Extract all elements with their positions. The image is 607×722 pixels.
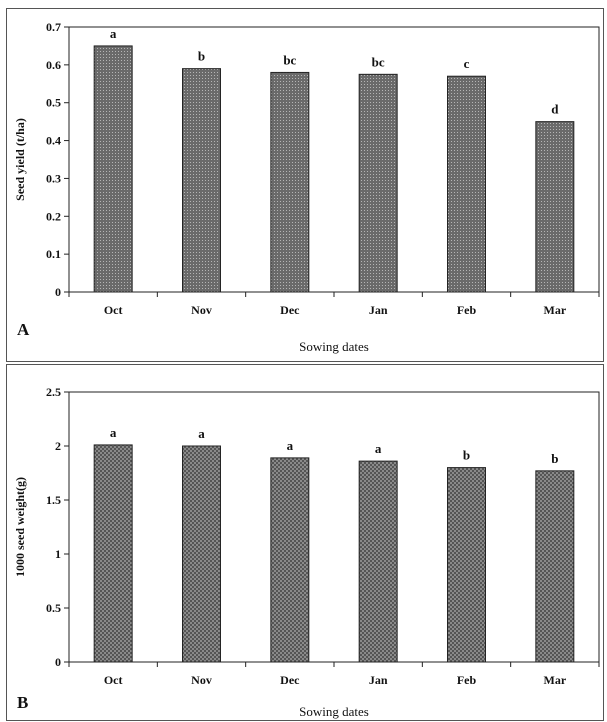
y-tick-label: 0.7 (46, 20, 61, 34)
bar-mar (535, 470, 575, 663)
significance-letter: bc (372, 54, 385, 69)
bar-nov (182, 68, 221, 293)
bar-dec (270, 71, 310, 293)
y-tick-label: 1 (55, 547, 61, 561)
y-tick-label: 1.5 (46, 493, 61, 507)
significance-letter: b (198, 49, 205, 64)
seed-weight-chart: 0 0.5 1 1.5 2 2.5 Oct a Nov a Dec a Jan a Feb b Mar b Sowi… (13, 385, 600, 719)
seed-yield-chart: 0 0.1 0.2 0.3 0.4 0.5 0.6 0.7 Oct a Nov b Dec bc Jan bc… (13, 20, 600, 354)
significance-letter: b (463, 448, 470, 463)
significance-letter: a (198, 426, 205, 441)
bar-oct (93, 444, 133, 663)
x-tick-label: Nov (191, 303, 212, 317)
y-tick-label: 0 (55, 655, 61, 669)
bar-oct (93, 45, 133, 293)
bar-jan (358, 460, 398, 663)
x-tick-label: Mar (544, 303, 567, 317)
y-tick-label: 0.6 (46, 58, 61, 72)
y-tick-label: 0.4 (46, 134, 61, 148)
bar-dec (270, 457, 310, 663)
bar-feb (447, 75, 486, 293)
x-tick-label: Jan (369, 673, 388, 687)
significance-letter: a (287, 438, 294, 453)
y-tick-label: 0.5 (46, 601, 61, 615)
y-tick-label: 0 (55, 285, 61, 299)
x-tick-label: Mar (544, 673, 567, 687)
y-axis-title: 1000 seed weight(g) (13, 477, 27, 577)
significance-letter: a (375, 441, 382, 456)
significance-letter: d (551, 102, 559, 117)
y-tick-label: 0.1 (46, 247, 61, 261)
x-tick-label: Dec (280, 303, 300, 317)
x-tick-label: Oct (104, 303, 123, 317)
bar-mar (535, 121, 575, 293)
y-tick-label: 0.3 (46, 171, 61, 185)
x-tick-label: Nov (191, 673, 212, 687)
y-axis-title: Seed yield (t/ha) (13, 118, 27, 201)
significance-letter: b (551, 451, 558, 466)
panel-letter: B (17, 693, 28, 712)
significance-letter: a (110, 425, 117, 440)
y-tick-label: 0.2 (46, 209, 61, 223)
y-tick-label: 0.5 (46, 96, 61, 110)
bar-nov (182, 445, 221, 663)
x-tick-label: Feb (457, 303, 477, 317)
x-axis-title: Sowing dates (299, 704, 369, 719)
significance-letter: bc (283, 52, 296, 67)
x-tick-label: Feb (457, 673, 477, 687)
y-tick-label: 2 (55, 439, 61, 453)
chart-panel-a: 0 0.1 0.2 0.3 0.4 0.5 0.6 0.7 Oct a Nov b Dec bc Jan bc… (6, 8, 604, 362)
bar-feb (447, 467, 486, 663)
chart-panel-b: 0 0.5 1 1.5 2 2.5 Oct a Nov a Dec a Jan a Feb b Mar b Sowi… (6, 364, 604, 721)
plot-frame (68, 26, 600, 293)
significance-letter: c (464, 56, 470, 71)
significance-letter: a (110, 26, 117, 41)
plot-frame (68, 391, 600, 663)
x-tick-label: Oct (104, 673, 123, 687)
panel-letter: A (17, 320, 30, 339)
x-axis-title: Sowing dates (299, 339, 369, 354)
x-tick-label: Jan (369, 303, 388, 317)
y-tick-label: 2.5 (46, 385, 61, 399)
x-tick-label: Dec (280, 673, 300, 687)
bar-jan (358, 73, 398, 293)
